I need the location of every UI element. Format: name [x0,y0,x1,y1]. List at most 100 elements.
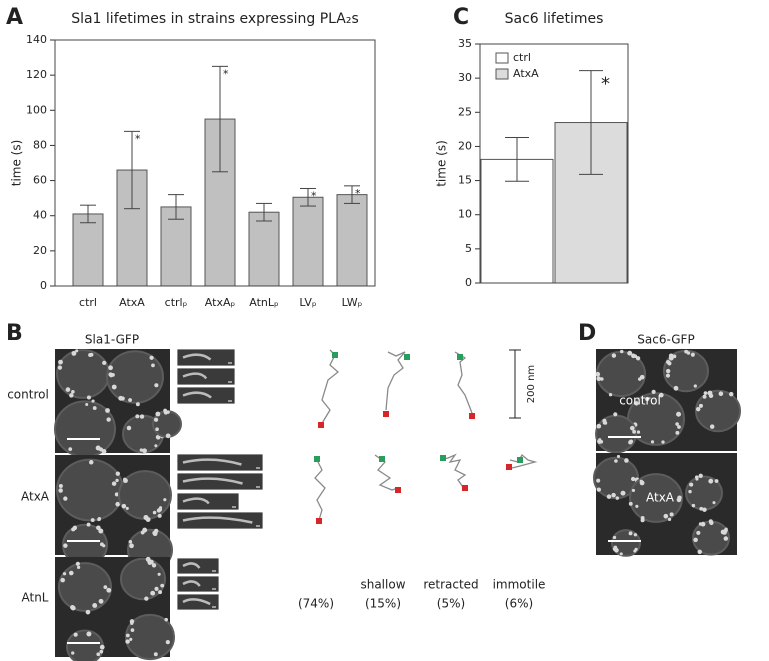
cell [126,615,174,659]
patch [669,356,674,361]
patch [659,393,664,398]
patch [154,587,158,591]
patch [629,440,633,444]
y-tick-label: 10 [458,208,472,221]
patch [154,529,158,533]
patch [58,360,63,365]
patch [721,530,726,535]
chart-title: Sla1 lifetimes in strains expressing PLA… [71,11,359,27]
panel-letter: C [453,5,469,30]
patch [63,543,67,547]
patch [71,390,75,394]
patch [668,518,671,521]
patch [627,351,632,356]
cell [57,460,123,521]
patch [112,385,117,390]
patch [699,474,703,478]
y-axis-label: time (s) [10,140,24,187]
patch [88,353,92,357]
patch [604,421,608,425]
patch [607,494,612,499]
patch [129,543,134,548]
patch [699,404,703,408]
patch [71,651,74,654]
panel-letter: B [6,321,23,346]
legend-label: ctrl [513,51,531,64]
y-tick-label: 20 [458,139,472,152]
x-tick-label: LVₚ [299,296,316,309]
class-percent: (15%) [365,597,401,611]
patch [126,634,130,638]
cell [67,630,103,661]
x-tick-label: AtnLₚ [249,296,279,309]
patch [597,439,602,444]
patch [677,498,682,503]
patch [596,376,601,381]
x-tick-label: ctrlₚ [165,296,188,309]
patch [85,403,88,406]
patch [91,518,95,522]
patch [725,528,728,531]
patch [164,618,168,622]
kymograph-track [182,372,208,380]
patch [729,392,733,396]
patch [63,496,67,500]
patch [158,507,162,511]
patch [696,531,700,535]
chart-title: Sac6 lifetimes [505,11,604,27]
patch [613,546,617,550]
class-percent: (74%) [298,597,334,611]
patch [613,536,616,539]
patch [115,479,118,482]
patch [99,650,103,654]
patch [97,518,101,522]
patch [166,433,171,438]
y-tick-label: 5 [465,242,472,255]
kymograph [176,453,264,472]
x-tick-label: AtxAₚ [205,296,236,309]
patch [153,511,157,515]
patch [724,536,729,541]
row-label: AtxA [21,490,50,504]
class-percent: (6%) [505,597,533,611]
patch [675,431,679,435]
y-tick-label: 40 [33,209,47,222]
y-tick-label: 0 [40,279,47,292]
cell [596,416,636,453]
patch [710,424,714,428]
patch [674,386,679,391]
micrographs [55,348,740,661]
patch [106,417,110,421]
patch [631,354,636,359]
patch [123,478,126,481]
cell [119,471,171,519]
patch [640,480,643,483]
kymograph [176,593,220,611]
y-tick-label: 0 [465,276,472,289]
patch [597,487,601,491]
row-label: control [619,394,661,408]
patch [633,549,636,552]
patch [692,504,695,507]
patch [69,571,74,576]
kymograph [176,511,264,530]
patch [634,533,637,536]
patch [155,427,159,431]
patch [673,354,677,358]
micrograph-cells [594,455,729,556]
patch [73,526,77,530]
cell [59,563,111,611]
patch [670,512,674,516]
bar [292,196,324,287]
patch [106,588,111,593]
y-tick-label: 100 [26,103,47,116]
patch [66,387,71,392]
patch [600,377,604,381]
patch [77,566,80,569]
y-tick-label: 15 [458,174,472,187]
patch [635,505,638,508]
plot-frame [54,39,376,287]
patch [675,422,679,426]
bar [160,206,192,287]
patch [636,356,640,360]
